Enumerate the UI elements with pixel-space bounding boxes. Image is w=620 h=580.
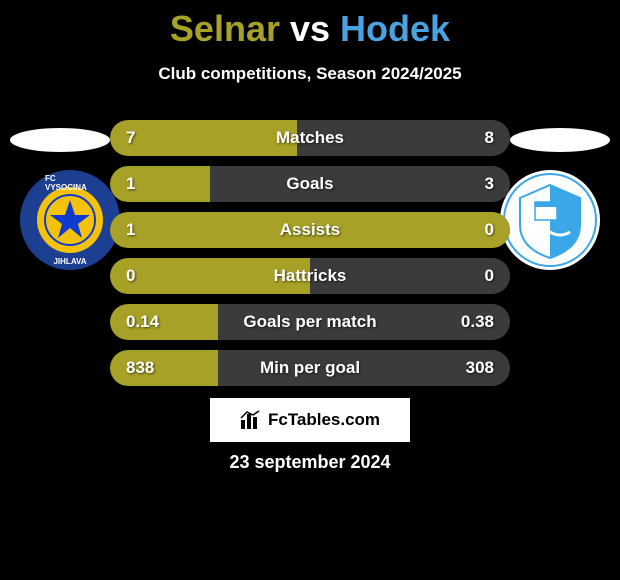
vs-text: vs [290,8,330,49]
player-right-name: Hodek [330,8,450,49]
stat-value-left: 838 [126,358,154,378]
badge-left-top-text: FC VYSOCINA [45,174,95,192]
stat-bar-left [110,120,297,156]
stat-value-left: 1 [126,174,135,194]
badge-right-ring [500,170,600,270]
stat-bar-left [110,166,210,202]
stat-bar-right [210,166,510,202]
stat-value-left: 0 [126,266,135,286]
subtitle: Club competitions, Season 2024/2025 [0,64,620,84]
stat-row: Goals per match 0.14 0.38 [110,304,510,340]
stat-label: Matches [276,128,344,148]
stat-value-left: 1 [126,220,135,240]
stat-row: Min per goal 838 308 [110,350,510,386]
badge-right-svg [500,170,600,270]
chart-bars-icon [240,410,262,430]
badge-left-bottom-text: JIHLAVA [53,257,86,266]
stat-label: Hattricks [274,266,347,286]
stat-value-left: 0.14 [126,312,159,332]
stat-value-right: 0.38 [461,312,494,332]
stat-value-right: 0 [485,266,494,286]
stat-row: Matches 7 8 [110,120,510,156]
stats-area: Matches 7 8 Goals 1 3 Assists 1 0 Hattricks 0 0 Goal… [110,120,510,396]
fctables-text: FcTables.com [268,410,380,430]
stat-row: Hattricks 0 0 [110,258,510,294]
stat-value-left: 7 [126,128,135,148]
comparison-card: Selnar vs Hodek Club competitions, Seaso… [0,0,620,580]
club-badge-right [500,170,600,270]
stat-label: Goals per match [243,312,376,332]
stat-value-right: 0 [485,220,494,240]
date-text: 23 september 2024 [229,452,390,473]
stat-row: Assists 1 0 [110,212,510,248]
page-title: Selnar vs Hodek [0,0,620,50]
stat-value-right: 308 [466,358,494,378]
club-badge-left: FC VYSOCINA JIHLAVA [20,170,120,270]
stat-value-right: 8 [485,128,494,148]
fctables-watermark: FcTables.com [210,398,410,442]
stat-label: Goals [286,174,333,194]
player-right-avatar [510,128,610,152]
badge-left-ring: FC VYSOCINA JIHLAVA [20,170,120,270]
stat-label: Min per goal [260,358,360,378]
player-left-name: Selnar [170,8,290,49]
stat-value-right: 3 [485,174,494,194]
player-left-avatar [10,128,110,152]
stat-label: Assists [280,220,340,240]
stat-row: Goals 1 3 [110,166,510,202]
